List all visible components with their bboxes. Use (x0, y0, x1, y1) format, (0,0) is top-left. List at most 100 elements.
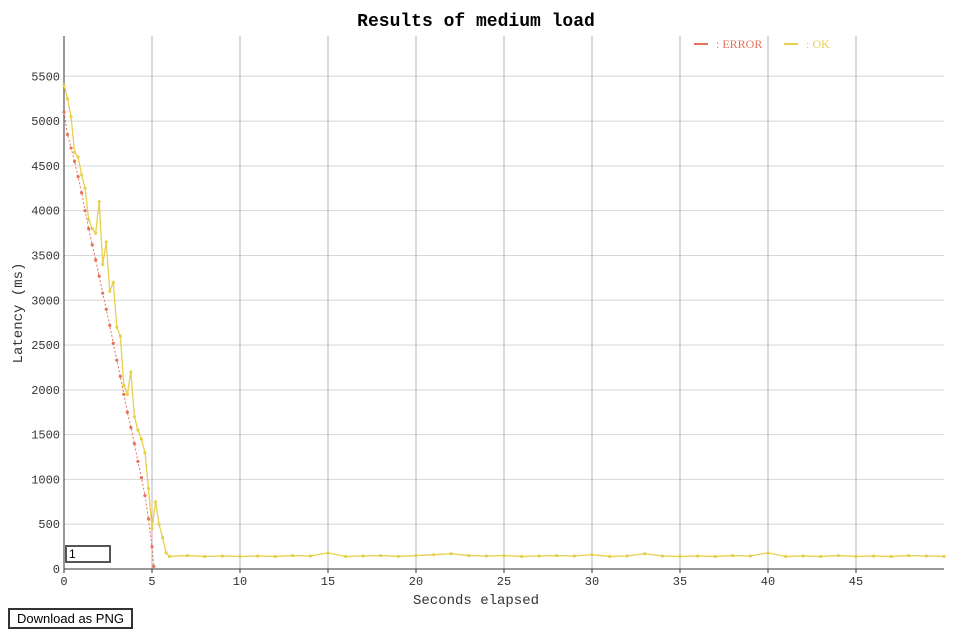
y-tick-label: 0 (53, 563, 60, 577)
data-point (143, 450, 147, 455)
download-png-button[interactable]: Download as PNG (8, 608, 133, 629)
data-point (62, 110, 66, 114)
series-layer (62, 83, 946, 568)
y-tick-label: 3000 (31, 294, 60, 308)
data-point (555, 553, 559, 558)
data-point (129, 370, 133, 374)
data-point (889, 554, 893, 559)
x-tick-label: 45 (849, 575, 863, 589)
data-point (432, 553, 436, 557)
data-point (122, 392, 126, 396)
data-point (150, 527, 154, 531)
data-point (678, 554, 682, 559)
y-axis-label: Latency (ms) (11, 263, 27, 364)
x-tick-label: 5 (148, 575, 155, 589)
x-tick-label: 10 (233, 575, 247, 589)
data-point (83, 186, 87, 190)
data-point (72, 150, 77, 155)
data-point (238, 554, 242, 559)
x-tick-label: 40 (761, 575, 775, 589)
x-axis-label: Seconds elapsed (413, 593, 539, 609)
data-point (590, 553, 594, 557)
data-point (273, 554, 277, 559)
axes: 0 500 1000 1500 2000 2500 3000 3500 4000 4500 5000… (31, 36, 944, 589)
y-tick-label: 2500 (31, 339, 60, 353)
data-point (108, 289, 112, 293)
data-point (713, 554, 717, 559)
data-point (72, 159, 77, 164)
y-tick-label: 5500 (31, 70, 60, 84)
y-tick-label: 3500 (31, 249, 60, 263)
legend-entry: : ERROR (716, 37, 762, 51)
data-point (164, 551, 168, 555)
data-point (731, 553, 735, 558)
data-point (94, 258, 98, 262)
data-point (748, 554, 753, 558)
data-point (122, 383, 126, 387)
y-tick-label: 4000 (31, 205, 60, 219)
data-point (115, 325, 119, 329)
data-point (65, 97, 70, 101)
data-point (643, 552, 647, 556)
data-point (90, 226, 94, 231)
legend-entry: : OK (806, 37, 830, 51)
data-point (65, 132, 70, 137)
data-point (136, 459, 140, 464)
data-point (136, 428, 140, 432)
data-point (83, 209, 87, 213)
y-tick-label: 2000 (31, 384, 60, 398)
data-point (94, 231, 98, 235)
data-point (168, 554, 172, 559)
data-point (87, 218, 91, 222)
zoom-input[interactable] (65, 545, 111, 563)
y-tick-label: 500 (38, 518, 60, 532)
y-tick-label: 4500 (31, 160, 60, 174)
data-point (203, 554, 207, 559)
data-point (125, 410, 129, 414)
chart-title: Results of medium load (357, 12, 595, 32)
y-tick-label: 1000 (31, 473, 60, 487)
data-point (484, 554, 488, 558)
data-point (836, 553, 841, 558)
data-point (90, 243, 94, 247)
grid (64, 36, 944, 569)
data-point (537, 554, 541, 558)
data-point (344, 554, 348, 559)
legend: : ERROR : OK (694, 37, 830, 51)
data-point (801, 554, 805, 558)
x-tick-label: 35 (673, 575, 687, 589)
data-point (502, 553, 506, 558)
data-point (854, 554, 858, 559)
data-point (157, 522, 161, 526)
data-point (76, 155, 80, 159)
x-tick-label: 30 (585, 575, 599, 589)
data-point (572, 554, 577, 558)
data-point (819, 554, 823, 559)
data-point (111, 280, 115, 284)
data-point (125, 392, 129, 396)
data-point (942, 554, 946, 559)
data-point (104, 240, 108, 244)
data-point (80, 173, 84, 177)
data-point (467, 553, 471, 558)
data-point (80, 191, 84, 195)
data-point (150, 545, 154, 549)
data-point (379, 553, 383, 558)
data-point (69, 146, 73, 150)
data-point (291, 553, 295, 558)
data-point (907, 553, 911, 558)
data-point (101, 262, 105, 267)
series-line (63, 112, 155, 567)
data-point (104, 307, 108, 311)
data-point (520, 554, 524, 559)
data-point (308, 554, 312, 558)
data-point (139, 476, 144, 480)
data-point (146, 486, 151, 490)
data-point (132, 415, 136, 419)
data-point (62, 83, 66, 87)
data-point (326, 551, 330, 555)
data-point (256, 554, 260, 558)
data-point (115, 358, 119, 362)
y-tick-label: 5000 (31, 115, 60, 129)
